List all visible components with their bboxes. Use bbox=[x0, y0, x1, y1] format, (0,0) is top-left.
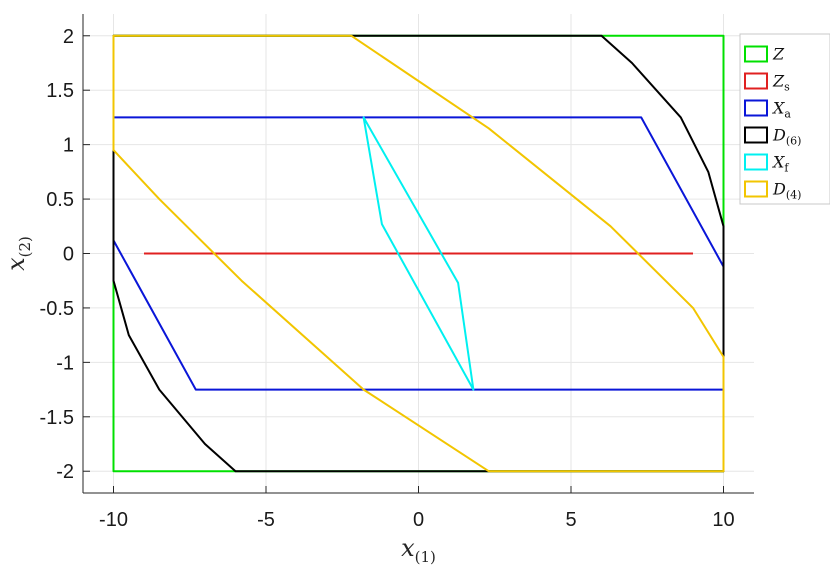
legend-label-subscript-Xf: f bbox=[784, 162, 789, 175]
y-tick-label-5: 0.5 bbox=[46, 189, 74, 211]
legend-swatch-D4 bbox=[744, 180, 768, 198]
series-Xf bbox=[362, 116, 475, 391]
tick-labels: -10 -5 0 5 10 -2 -1.5 -1 -0.5 0 0.5 1 1.5 2 bbox=[40, 26, 735, 531]
x-tick-label-3: 5 bbox=[565, 509, 576, 531]
y-tick-label-6: 1 bbox=[63, 135, 74, 157]
y-tick-label-4: 0 bbox=[63, 244, 74, 266]
x-tick-label-0: -10 bbox=[99, 509, 128, 531]
y-tick-label-2: -1 bbox=[56, 352, 74, 374]
axes bbox=[82, 14, 754, 494]
series-group bbox=[112, 34, 725, 473]
legend-label-Z: Z bbox=[772, 45, 785, 64]
y-tick-label-7: 1.5 bbox=[46, 80, 74, 102]
series-D4 bbox=[112, 34, 725, 473]
x-tick-label-4: 10 bbox=[712, 509, 734, 531]
y-tick-label-0: -2 bbox=[56, 461, 74, 483]
y-tick-label-3: -0.5 bbox=[40, 298, 74, 320]
y-tick-label-1: -1.5 bbox=[40, 407, 74, 429]
legend-swatch-Xf bbox=[744, 153, 768, 171]
legend-label-subscript-Xa: a bbox=[784, 108, 791, 121]
legend-label-subscript-Zs: s bbox=[784, 81, 790, 94]
legend-label-subscript-D6: (6) bbox=[786, 135, 802, 148]
y-tick-label-8: 2 bbox=[63, 26, 74, 48]
legend-swatch-D6 bbox=[744, 126, 768, 144]
y-axis-label-subscript: (2) bbox=[16, 236, 34, 257]
x-tick-label-1: -5 bbox=[257, 509, 275, 531]
legend-swatch-Xa bbox=[744, 99, 768, 117]
x-tick-label-2: 0 bbox=[413, 509, 424, 531]
legend-label-subscript-D4: (4) bbox=[786, 189, 802, 202]
legend-swatch-Zs bbox=[744, 72, 768, 90]
x-axis-label-subscript: (1) bbox=[415, 548, 436, 566]
legend-swatch-Z bbox=[744, 45, 768, 63]
